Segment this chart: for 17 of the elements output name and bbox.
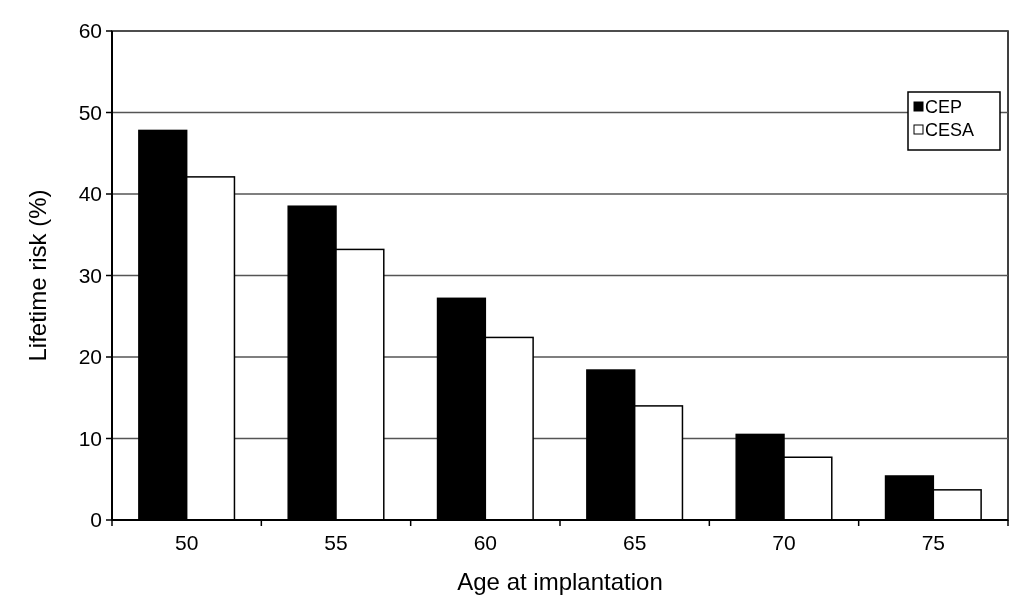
y-tick-label: 30: [78, 263, 102, 287]
y-tick-label: 60: [78, 19, 102, 43]
y-tick-label: 10: [78, 426, 102, 450]
y-tick-label: 40: [78, 182, 102, 206]
y-axis-title: Lifetime risk (%): [24, 189, 51, 362]
x-tick-label: 65: [622, 531, 647, 554]
legend-label: CESA: [925, 120, 975, 141]
legend-label: CEP: [925, 97, 963, 118]
y-tick-label: 0: [90, 508, 102, 532]
x-tick-label: 60: [473, 531, 498, 554]
y-tick-label: 50: [78, 100, 102, 124]
x-axis-title: Age at implantation: [457, 568, 663, 595]
x-tick-label: 75: [921, 531, 946, 554]
x-tick-label: 50: [174, 531, 199, 554]
x-tick-label: 70: [772, 531, 796, 554]
x-tick-label: 55: [324, 531, 348, 554]
y-tick-label: 20: [78, 345, 102, 369]
